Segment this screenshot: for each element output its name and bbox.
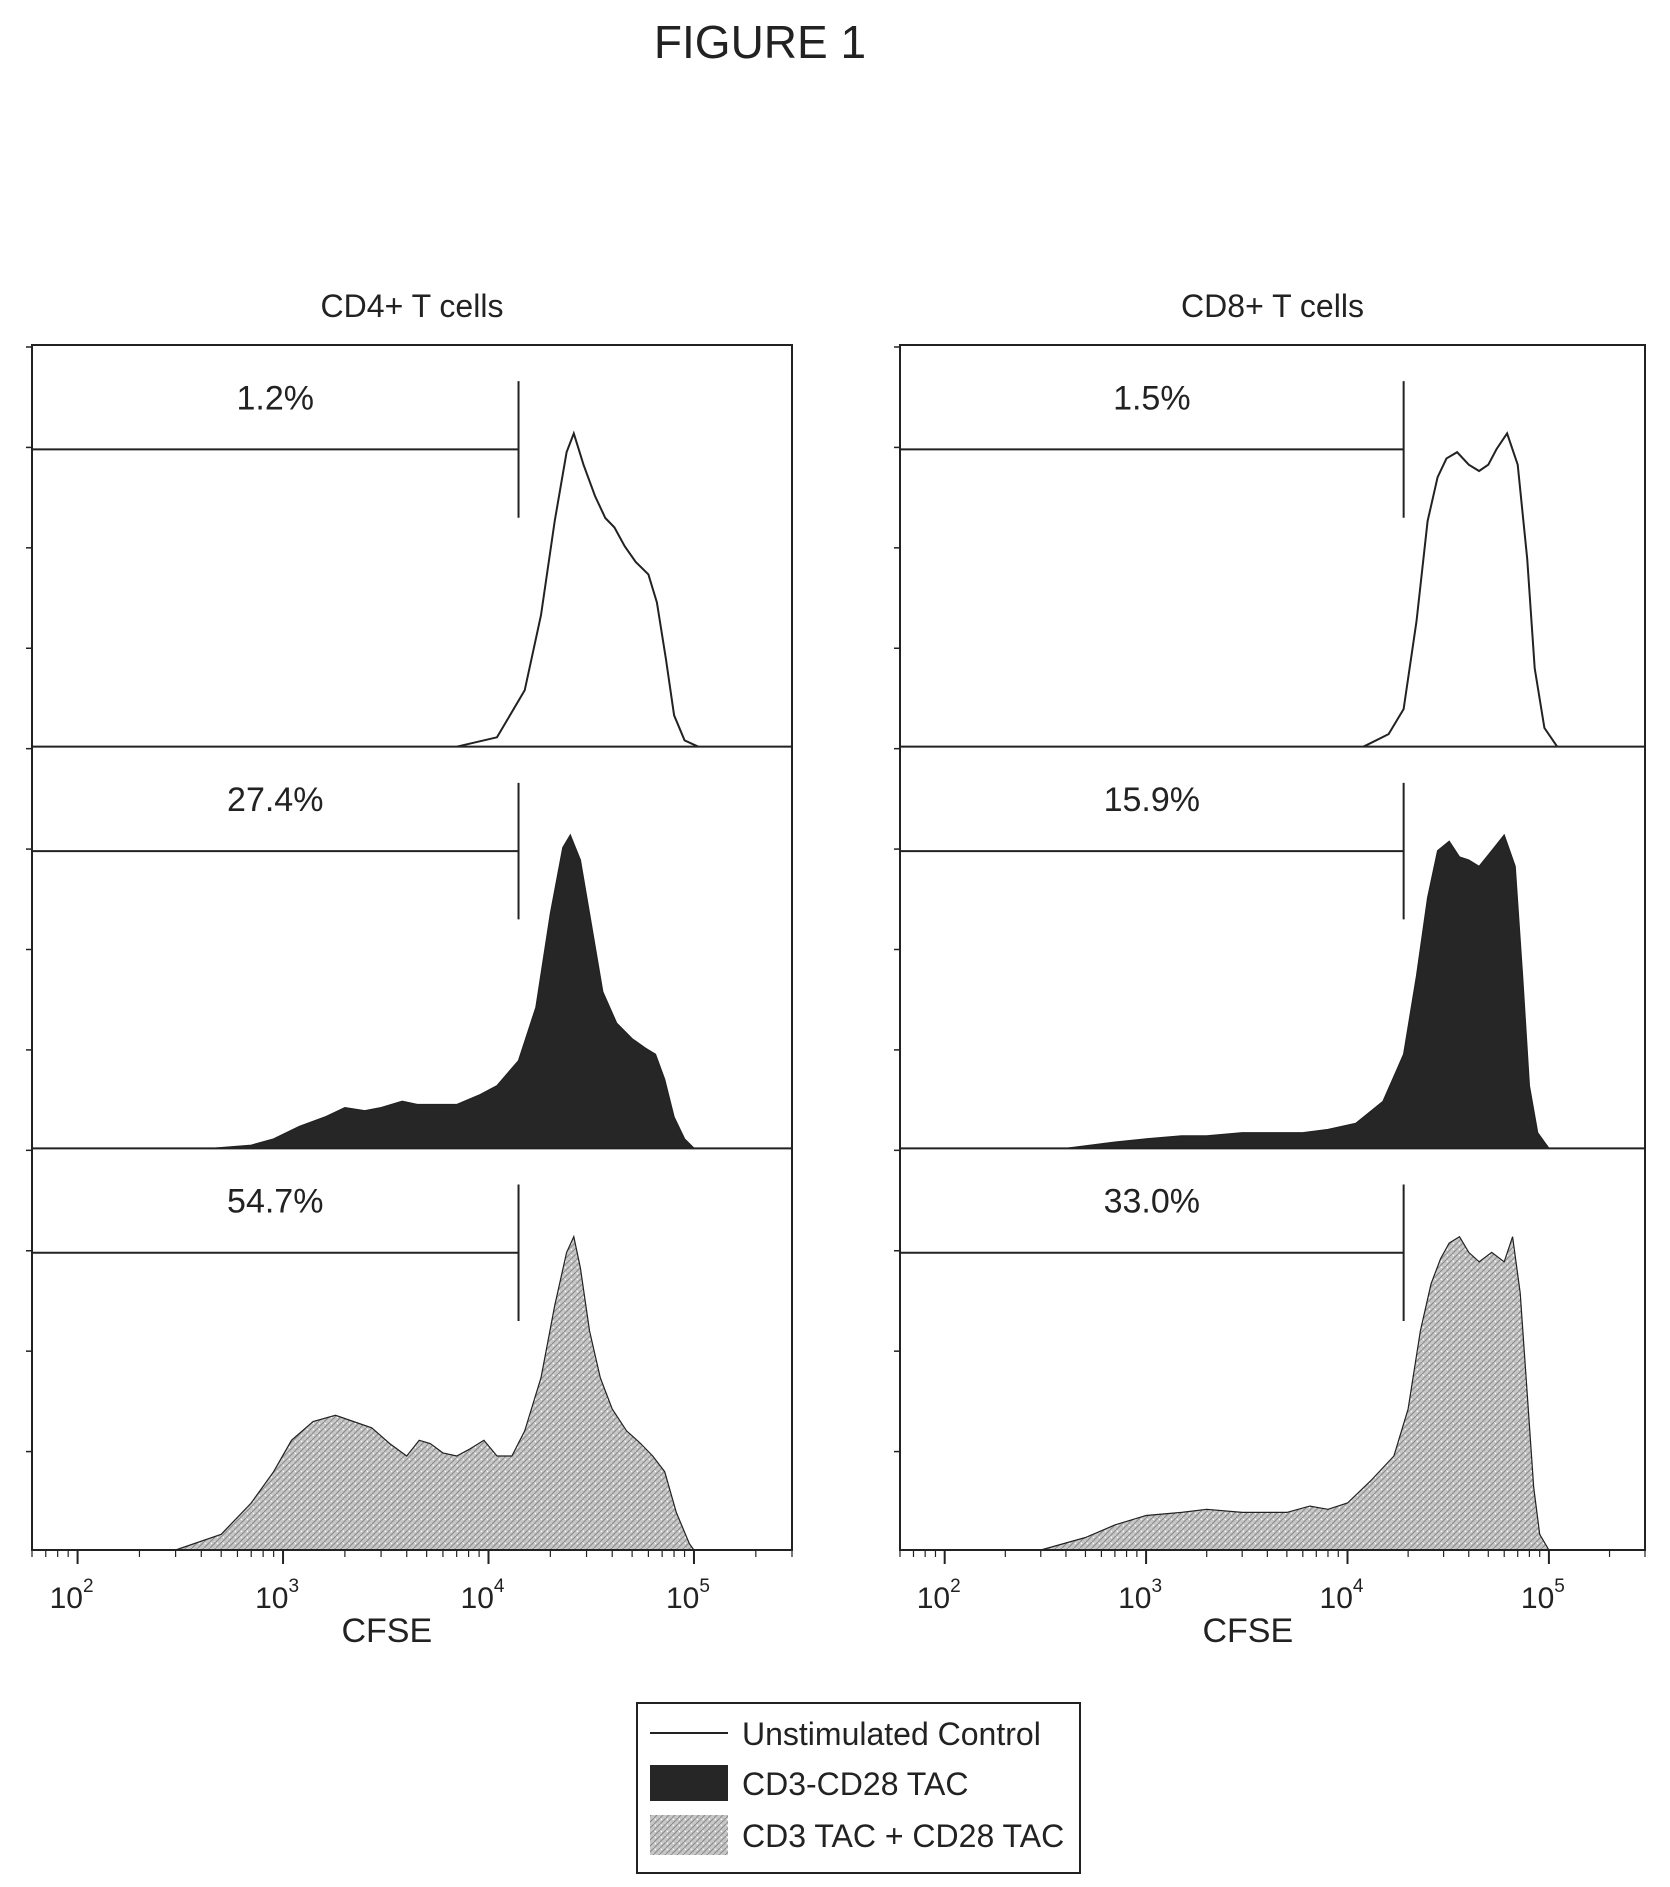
legend-item-cd3-tac-cd28-tac: CD3 TAC + CD28 TAC (650, 1815, 1064, 1855)
histogram-row-1: 1.2% (26, 346, 792, 748)
gate-percentage: 27.4% (227, 781, 323, 819)
legend-item-cd3-cd28-tac: CD3-CD28 TAC (650, 1765, 968, 1802)
legend-label: CD3-CD28 TAC (742, 1766, 968, 1802)
gate-percentage: 1.5% (1113, 379, 1191, 417)
histogram-cd3-tac-cd28-tac (1040, 1235, 1550, 1551)
gate-percentage: 54.7% (227, 1183, 323, 1221)
legend-item-unstimulated: Unstimulated Control (650, 1716, 1041, 1752)
panel-cd8: CD8+ T cells 1.5% 15.9% 33.0% 102 103 104 105 CF… (894, 288, 1646, 1650)
panel-title: CD4+ T cells (321, 288, 504, 324)
x-tick-label: 103 (255, 1576, 299, 1615)
x-tick-label: 103 (1118, 1576, 1162, 1615)
histogram-row-3: 54.7% (26, 1149, 792, 1551)
x-tick-label: 105 (1521, 1576, 1565, 1615)
x-axis-title: CFSE (341, 1612, 432, 1650)
histogram-unstimulated-control (456, 430, 699, 748)
histogram-row-2: 27.4% (26, 747, 792, 1150)
figure-label: FIGURE 1 (654, 16, 866, 68)
legend: Unstimulated Control CD3-CD28 TAC CD3 TA… (636, 1702, 1081, 1874)
x-tick-label: 102 (917, 1576, 961, 1615)
gate-percentage: 33.0% (1104, 1183, 1200, 1221)
x-tick-label: 104 (1320, 1576, 1364, 1615)
histogram-row-2: 15.9% (894, 747, 1645, 1150)
histogram-row-3: 33.0% (894, 1149, 1645, 1551)
legend-swatch-light (650, 1815, 728, 1855)
legend-label: Unstimulated Control (742, 1716, 1041, 1752)
legend-swatch-dark (650, 1765, 728, 1801)
histogram-cd3-cd28-tac (1065, 833, 1551, 1149)
x-tick-label: 102 (50, 1576, 94, 1615)
histogram-cd3-tac-cd28-tac (175, 1234, 696, 1551)
x-tick-label: 105 (666, 1576, 710, 1615)
histogram-cd3-cd28-tac (211, 833, 696, 1149)
legend-label: CD3 TAC + CD28 TAC (742, 1818, 1064, 1854)
panel-frame (31, 344, 793, 1551)
panel-title: CD8+ T cells (1181, 288, 1364, 324)
histogram-unstimulated-control (1362, 431, 1559, 748)
histogram-row-1: 1.5% (894, 346, 1645, 748)
panel-cd4: CD4+ T cells 1.2% 27.4% 54.7% 102 103 104 105 CF… (26, 288, 793, 1650)
gate-percentage: 15.9% (1104, 781, 1200, 819)
x-axis-title: CFSE (1202, 1612, 1293, 1650)
x-tick-label: 104 (461, 1576, 505, 1615)
gate-percentage: 1.2% (237, 379, 315, 417)
panel-frame (899, 344, 1646, 1551)
